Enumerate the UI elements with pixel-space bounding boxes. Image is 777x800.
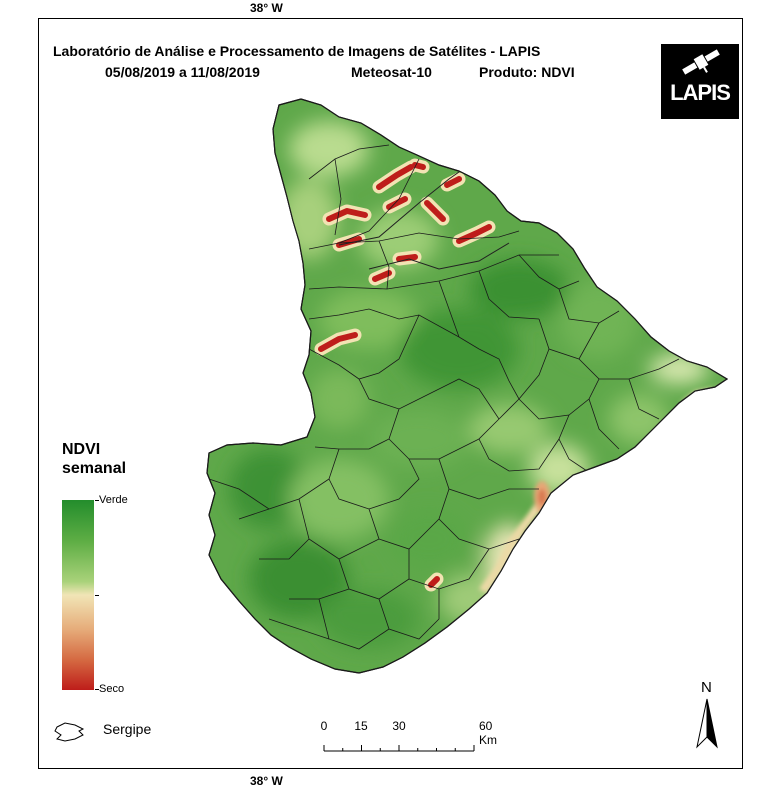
north-arrow: N [689,679,729,754]
legend-label-verde: Verde [99,494,128,506]
scale-label-15: 15 [354,719,368,733]
ndvi-texture [208,121,727,650]
ndvi-map [206,98,729,674]
logo-text: LAPIS [670,80,731,105]
municipal-boundaries [208,144,680,650]
graticule-label-top: 38° W [250,1,283,15]
legend-title-line-1: NDVI [62,441,101,458]
graticule-label-bottom: 38° W [250,774,283,788]
title-line-1: Laboratório de Análise e Processamento d… [53,43,541,59]
title-date-range: 05/08/2019 a 11/08/2019 [105,64,260,80]
map-frame: Laboratório de Análise e Processamento d… [38,18,743,769]
legend-label-seco: Seco [99,683,125,695]
legend-title-line-2: semanal [62,460,127,477]
scale-bar-graphic [323,745,475,752]
inset-legend-label: Sergipe [103,721,152,737]
title-satellite: Meteosat-10 [351,64,432,80]
legend-tick-mid [95,595,99,596]
satellite-icon [682,49,720,75]
legend-tick-top [95,500,99,501]
sergipe-outline [206,98,729,674]
scale-label-0: 0 [320,719,328,733]
scale-label-30: 30 [392,719,406,733]
legend-color-ramp [62,500,94,690]
highway-line [338,164,470,246]
sergipe-outline-icon [54,722,85,742]
north-arrow-icon [696,698,718,749]
scale-label-60km: 60 Km [479,719,497,747]
title-product: Produto: NDVI [479,64,575,80]
north-label: N [701,679,712,696]
lapis-logo: LAPIS [661,44,739,119]
highway-line-2 [368,242,510,270]
inset-legend: Sergipe [53,719,223,749]
dry-patches [314,158,496,592]
legend-tick-bottom [95,689,99,690]
scale-bar: 0 15 30 60 Km [320,719,497,759]
